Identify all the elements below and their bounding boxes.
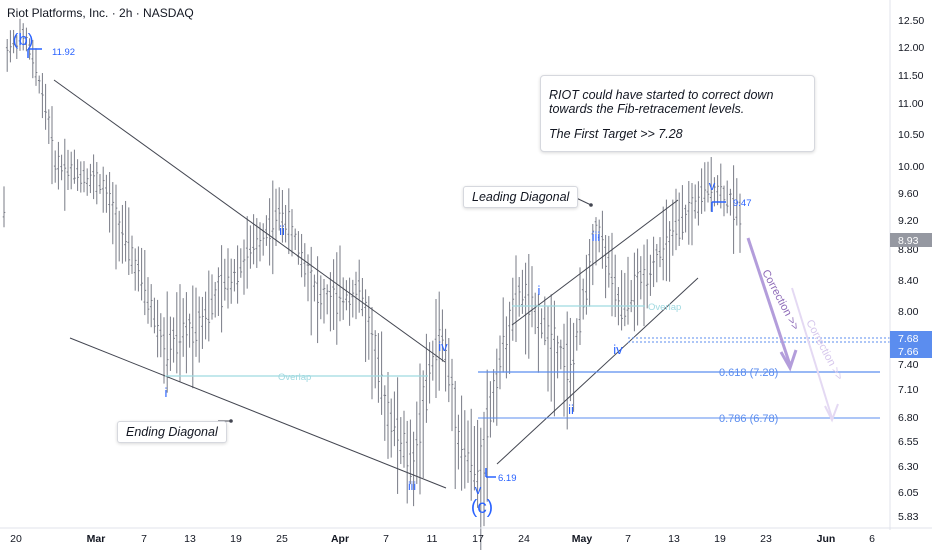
time-axis: 20 Mar 7 13 19 25 Apr 7 11 17 24 May 7 13 19 23 Jun 6 <box>0 527 932 545</box>
price-tick: 6.05 <box>898 487 919 499</box>
time-tick: Jun <box>817 533 836 545</box>
note-line-1: RIOT could have started to correct down … <box>549 88 774 116</box>
price-tick: 8.00 <box>898 306 919 318</box>
price-badge-value: 7.68 <box>898 333 919 345</box>
time-tick: 7 <box>141 533 147 545</box>
wave-label: (b) <box>13 30 34 49</box>
time-tick: Mar <box>87 533 106 545</box>
price-badge-bg <box>890 233 932 247</box>
time-tick: 25 <box>276 533 288 545</box>
fib-label: 0.618 (7.28) <box>719 367 778 379</box>
ending-diagonal-lower-line <box>69 337 447 489</box>
wave-label: iii <box>592 229 601 244</box>
time-tick: 19 <box>714 533 726 545</box>
callout-dot <box>589 203 593 207</box>
wave-label: ii <box>568 402 574 417</box>
leading-diagonal-upper-line <box>511 199 679 326</box>
price-axis: 12.50 12.00 11.50 11.00 10.50 10.00 9.60 9.20 8.… <box>889 0 932 530</box>
fib-label: 0.786 (6.78) <box>719 413 778 425</box>
price-tick: 9.60 <box>898 188 919 200</box>
time-tick: 7 <box>383 533 389 545</box>
time-tick: 24 <box>518 533 530 545</box>
time-tick: 7 <box>625 533 631 545</box>
price-tick: 8.40 <box>898 275 919 287</box>
price-tick: 10.50 <box>898 129 924 141</box>
price-tick: 6.55 <box>898 436 919 448</box>
time-tick: 6 <box>869 533 875 545</box>
note-line-2: The First Target >> 7.28 <box>549 127 683 141</box>
wave-label: ii <box>279 223 285 238</box>
wave-label: iii <box>408 479 416 493</box>
overlap-label: Overlap <box>278 372 311 383</box>
price-label: 11.92 <box>52 47 75 58</box>
wave-label: i <box>165 385 168 400</box>
leading-diagonal-lower-line <box>496 277 699 465</box>
price-tick: 5.83 <box>898 511 919 523</box>
price-tick: 10.00 <box>898 161 924 173</box>
wave-label: v <box>709 178 716 193</box>
price-tick: 7.40 <box>898 359 919 371</box>
price-tick: 11.50 <box>898 70 924 82</box>
time-tick: Apr <box>331 533 349 545</box>
price-badge-value: 8.93 <box>898 235 919 247</box>
wave-label: v <box>475 482 482 497</box>
wave-label: iv <box>438 339 448 354</box>
price-badge-bg <box>890 344 932 358</box>
wave-label: i <box>538 283 541 298</box>
candles <box>2 18 742 550</box>
time-tick: 23 <box>760 533 772 545</box>
correction-arrow-faint <box>791 287 833 419</box>
price-badge-bg <box>890 331 932 345</box>
time-tick: May <box>572 533 593 545</box>
price-tick: 9.20 <box>898 215 919 227</box>
price-tick: 7.10 <box>898 384 919 396</box>
time-tick: 13 <box>668 533 680 545</box>
price-tick: 12.00 <box>898 42 924 54</box>
price-label: 6.19 <box>498 473 517 484</box>
wave-label: (c) <box>471 497 493 518</box>
chart-title: Riot Platforms, Inc. · 2h · NASDAQ <box>7 6 194 20</box>
time-tick: 13 <box>184 533 196 545</box>
time-tick: 11 <box>427 533 438 545</box>
time-tick: 17 <box>472 533 484 545</box>
price-tick: 6.30 <box>898 461 919 473</box>
overlap-label: Overlap <box>648 302 681 313</box>
price-tick: 11.00 <box>898 98 924 110</box>
correction-arrow <box>746 237 792 366</box>
time-tick: 20 <box>10 533 22 545</box>
analysis-note[interactable]: RIOT could have started to correct down … <box>540 75 815 152</box>
price-label: 9.47 <box>733 198 752 209</box>
price-tick: 12.50 <box>898 15 924 27</box>
time-tick: 19 <box>230 533 242 545</box>
correction-arrowhead-faint <box>824 403 839 423</box>
wave-label: iv <box>613 342 623 357</box>
callout-dot <box>229 419 233 423</box>
correction-arrowhead <box>779 349 798 372</box>
price-tick: 6.80 <box>898 412 919 424</box>
annotation-lines <box>27 48 890 489</box>
ending-diagonal-callout[interactable]: Ending Diagonal <box>117 421 227 443</box>
price-badge-value: 7.66 <box>898 346 919 358</box>
leading-diagonal-callout[interactable]: Leading Diagonal <box>463 186 579 208</box>
ending-diagonal-upper-line <box>53 79 446 363</box>
